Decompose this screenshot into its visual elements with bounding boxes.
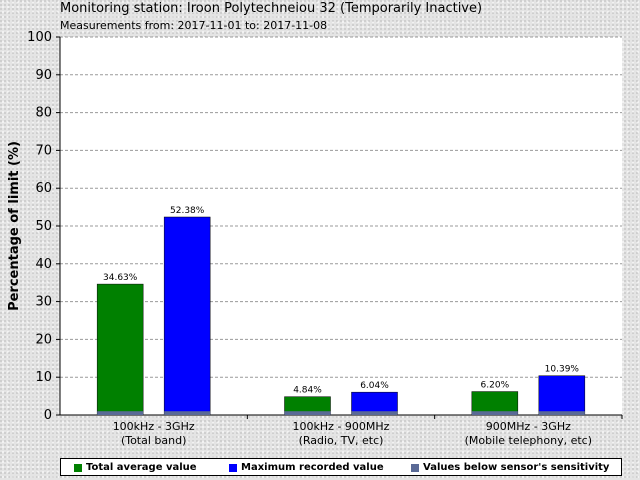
below-sensitivity-bar (284, 411, 331, 415)
x-tick-label: 100kHz - 900MHz (293, 420, 390, 433)
below-sensitivity-bar (351, 411, 398, 415)
y-tick-label: 50 (35, 219, 52, 234)
maximum-recorded-bar (163, 216, 211, 416)
chart-subtitle: Measurements from: 2017-11-01 to: 2017-1… (60, 19, 328, 32)
data-label: 34.63% (103, 273, 138, 283)
legend-item-below-sensitivity: Values below sensor's sensitivity (411, 462, 609, 473)
legend-item-maximum-recorded: Maximum recorded value (229, 462, 384, 473)
below-sensitivity-bar (164, 411, 211, 415)
legend-swatch-total-average (74, 463, 82, 472)
y-tick-label: 10 (35, 370, 52, 385)
below-sensitivity-bar (538, 411, 585, 415)
data-label: 52.38% (170, 206, 205, 216)
legend-label-maximum-recorded: Maximum recorded value (241, 462, 384, 473)
y-tick-label: 80 (35, 106, 52, 121)
data-label: 6.04% (360, 381, 389, 391)
data-label: 10.39% (545, 365, 580, 375)
below-sensitivity-bar (471, 411, 518, 415)
total-average-bar (96, 283, 144, 416)
chart-canvas: 0 10 20 30 40 50 60 70 80 90 100 Percentage of limi… (7, 30, 623, 447)
legend-item-total-average: Total average value (74, 462, 197, 473)
y-tick-label: 0 (44, 408, 52, 423)
y-axis-label: Percentage of limit (%) (7, 141, 22, 311)
x-tick-label: 100kHz - 3GHz (113, 420, 195, 433)
chart-legend: Total average value Maximum recorded val… (60, 458, 622, 476)
x-tick-label: 900MHz - 3GHz (486, 420, 571, 433)
maximum-recorded-bar (538, 375, 586, 416)
below-sensitivity-bar (97, 411, 144, 415)
legend-swatch-maximum-recorded (229, 463, 237, 472)
legend-swatch-below-sensitivity (411, 463, 419, 472)
data-label: 6.20% (481, 381, 510, 391)
x-tick-label: (Total band) (121, 434, 186, 447)
legend-label-total-average: Total average value (86, 462, 197, 473)
y-tick-label: 60 (35, 181, 52, 196)
y-tick-label: 20 (35, 332, 52, 347)
legend-label-below-sensitivity: Values below sensor's sensitivity (423, 462, 610, 473)
y-tick-label: 40 (35, 257, 52, 272)
y-tick-label: 90 (35, 68, 52, 83)
x-tick-label: (Radio, TV, etc) (299, 434, 384, 447)
y-tick-label: 70 (35, 143, 52, 158)
chart-title: Monitoring station: Iroon Polytechneiou … (60, 1, 483, 16)
x-tick-label: (Mobile telephony, etc) (465, 434, 592, 447)
data-label: 4.84% (293, 386, 322, 396)
y-tick-label: 100 (27, 30, 52, 45)
y-tick-label: 30 (35, 295, 52, 310)
